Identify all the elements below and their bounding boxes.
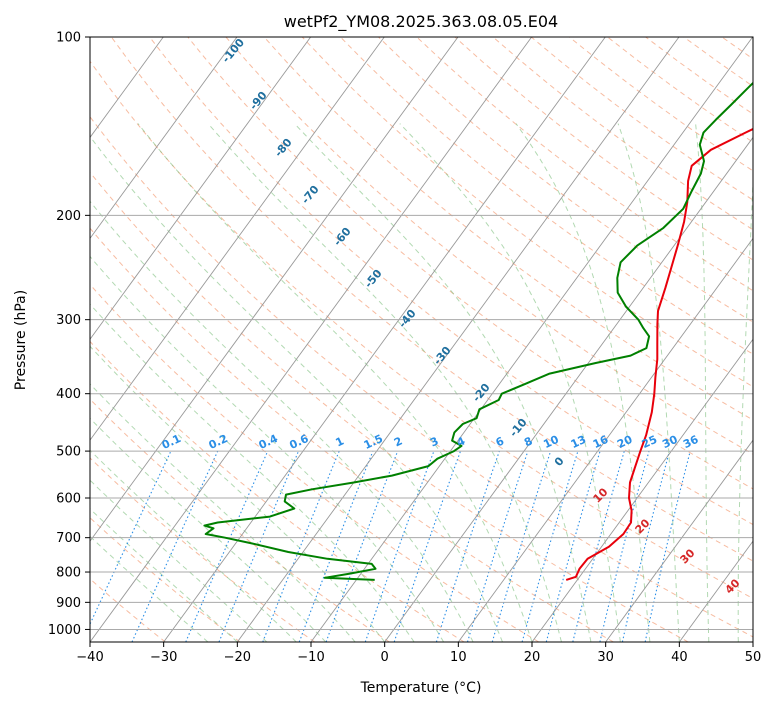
moist-adiabat-line	[399, 123, 621, 642]
y-tick-label: 300	[56, 313, 81, 328]
profile-series-line	[203, 81, 753, 581]
mixing-ratio-label: 25	[640, 433, 659, 451]
y-tick-label: 100	[56, 31, 81, 46]
dry-adiabat-line	[378, 37, 753, 323]
mixing-ratio-label: 10	[541, 433, 561, 451]
y-tick-label: 500	[56, 445, 81, 460]
y-tick-label: 600	[56, 492, 81, 507]
isotherm-line	[90, 37, 238, 240]
mixing-ratio-label: 36	[681, 433, 701, 451]
y-tick-label: 1000	[48, 623, 81, 638]
x-tick-label: −30	[150, 650, 177, 665]
dry-adiabat-line	[187, 37, 753, 490]
dry-adiabat-line	[90, 578, 166, 642]
isotherm-line	[236, 37, 680, 642]
y-tick-label: 900	[56, 596, 81, 611]
x-tick-label: 10	[450, 650, 467, 665]
moist-adiabat-line	[137, 123, 533, 642]
mixing-ratio-line	[466, 450, 529, 642]
plot-frame	[89, 36, 754, 643]
moist-adiabat-line	[90, 383, 356, 642]
y-axis-title: Pressure (hPa)	[13, 290, 29, 390]
mixing-ratio-line	[131, 450, 219, 642]
y-tick-label: 700	[56, 531, 81, 546]
x-tick-label: 50	[745, 650, 762, 665]
x-tick-label: 30	[597, 650, 614, 665]
dry-adiabat-line	[149, 37, 753, 526]
moist-adiabat-line	[90, 417, 327, 642]
x-tick-label: 40	[671, 650, 688, 665]
mixing-ratio-line	[521, 450, 579, 642]
chart-title: wetPf2_YM08.2025.363.08.05.E04	[284, 12, 558, 32]
isotherm-line	[90, 37, 459, 542]
mixing-ratio-line	[599, 450, 650, 642]
isotherm-line	[90, 37, 385, 441]
moist-adiabat-line	[617, 123, 680, 642]
moist-adiabat-line	[90, 303, 415, 642]
dry-adiabat-line	[90, 227, 614, 642]
dry-adiabat-line	[90, 398, 390, 642]
profile-lines	[203, 81, 753, 581]
dry-adiabat-line	[263, 37, 753, 421]
y-tick-label: 200	[56, 209, 81, 224]
x-tick-label: −10	[297, 650, 324, 665]
moist-adiabat-line	[90, 200, 474, 642]
mixing-ratio-label: 20	[615, 433, 635, 451]
y-tick-label: 800	[56, 566, 81, 581]
x-tick-label: 0	[381, 650, 389, 665]
x-tick-label: 20	[524, 650, 541, 665]
mixing-ratio-line	[185, 450, 269, 642]
mixing-ratio-line	[364, 450, 435, 642]
mixing-ratio-line	[572, 450, 625, 642]
dry-adiabat-line	[90, 60, 753, 600]
x-tick-label: −20	[224, 650, 251, 665]
moist-adiabat-line	[515, 123, 651, 642]
y-tick-label: 400	[56, 387, 81, 402]
isotherm-line	[90, 37, 533, 642]
mixing-ratio-label: 16	[591, 433, 611, 451]
moist-adiabat-line	[90, 479, 268, 642]
grid-lines	[90, 37, 753, 642]
mixing-ratio-line	[435, 450, 500, 642]
isotherm-line	[457, 237, 753, 642]
moist-adiabat-line	[90, 449, 297, 642]
isotherm-line	[605, 439, 753, 642]
mixing-ratio-label: 30	[660, 433, 680, 451]
background-lines	[90, 37, 753, 642]
mixing-ratio-label: 13	[569, 433, 588, 451]
moist-adiabat-line	[90, 255, 445, 642]
mixing-ratio-line	[545, 450, 601, 642]
isotherm-line	[90, 37, 312, 341]
mixing-ratio-line	[325, 450, 399, 642]
y-axis: 1000 900 800 700 600 500 400 300 200 100	[48, 31, 90, 638]
mixing-ratio-line	[218, 450, 300, 642]
x-axis: −40 −30 −20 −10 0 10 20 30 40 50	[76, 642, 761, 665]
moist-adiabat-line	[695, 123, 710, 642]
x-axis-title: Temperature (°C)	[360, 680, 482, 696]
dry-adiabat-line	[110, 37, 753, 562]
mixing-ratio-line	[621, 450, 671, 642]
mixing-ratio-line	[262, 450, 340, 642]
mixing-ratio-line	[298, 450, 374, 642]
moist-adiabat-line	[737, 173, 753, 642]
profile-series-line	[565, 127, 753, 581]
dry-adiabat-line	[90, 171, 689, 642]
x-tick-label: −40	[76, 650, 103, 665]
isotherm-line	[310, 37, 753, 642]
dry-adiabat-line	[301, 37, 753, 388]
